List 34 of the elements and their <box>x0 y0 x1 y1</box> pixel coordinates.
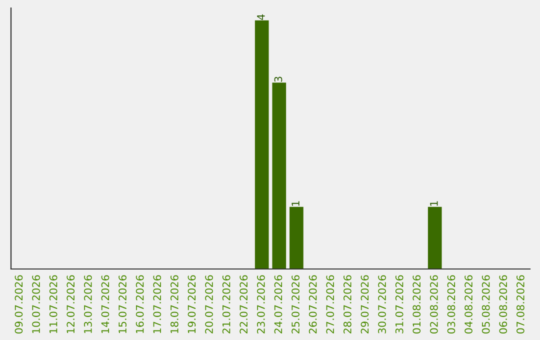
data-label: 3 <box>274 76 282 82</box>
x-tick-label: 20.07.2026 <box>205 275 213 334</box>
x-tick-label: 31.07.2026 <box>395 275 404 334</box>
x-tick-label: 30.07.2026 <box>378 275 386 334</box>
x-tick-label: 23.07.2026 <box>256 275 265 334</box>
x-tick-label: 24.07.2026 <box>274 275 282 334</box>
x-tick-label: 21.07.2026 <box>222 275 230 334</box>
data-label: 4 <box>257 14 265 20</box>
x-tick-label: 12.07.2026 <box>66 275 75 334</box>
x-tick-label: 14.07.2026 <box>101 275 110 334</box>
x-tick-label: 02.08.2026 <box>430 275 438 334</box>
x-tick-label: 18.07.2026 <box>170 275 178 334</box>
x-tick-label: 09.07.2026 <box>14 275 23 334</box>
x-tick-label: 19.07.2026 <box>188 275 196 334</box>
x-tick-label: 06.08.2026 <box>499 275 508 334</box>
x-tick-label: 01.08.2026 <box>412 275 421 334</box>
x-tick-label: 03.08.2026 <box>447 275 456 334</box>
x-tick-label: 10.07.2026 <box>32 275 40 334</box>
x-tick-label: 27.07.2026 <box>326 275 334 334</box>
x-tick-label: 25.07.2026 <box>292 275 300 334</box>
x-tick-label: 26.07.2026 <box>308 275 317 334</box>
x-tick-label: 13.07.2026 <box>84 275 92 334</box>
x-tick-label: 07.08.2026 <box>516 275 524 334</box>
x-tick-label: 11.07.2026 <box>49 275 58 334</box>
x-tick-label: 22.07.2026 <box>240 275 248 334</box>
x-tick-label: 05.08.2026 <box>482 275 490 334</box>
x-tick-label: 17.07.2026 <box>153 275 162 334</box>
x-tick-label: 16.07.2026 <box>136 275 144 334</box>
data-label: 1 <box>430 201 438 206</box>
x-tick-label: 29.07.2026 <box>360 275 369 334</box>
x-tick-label: 28.07.2026 <box>343 275 352 334</box>
x-tick-label: 15.07.2026 <box>118 275 126 334</box>
x-tick-label: 04.08.2026 <box>464 275 472 334</box>
data-label: 1 <box>292 201 300 206</box>
